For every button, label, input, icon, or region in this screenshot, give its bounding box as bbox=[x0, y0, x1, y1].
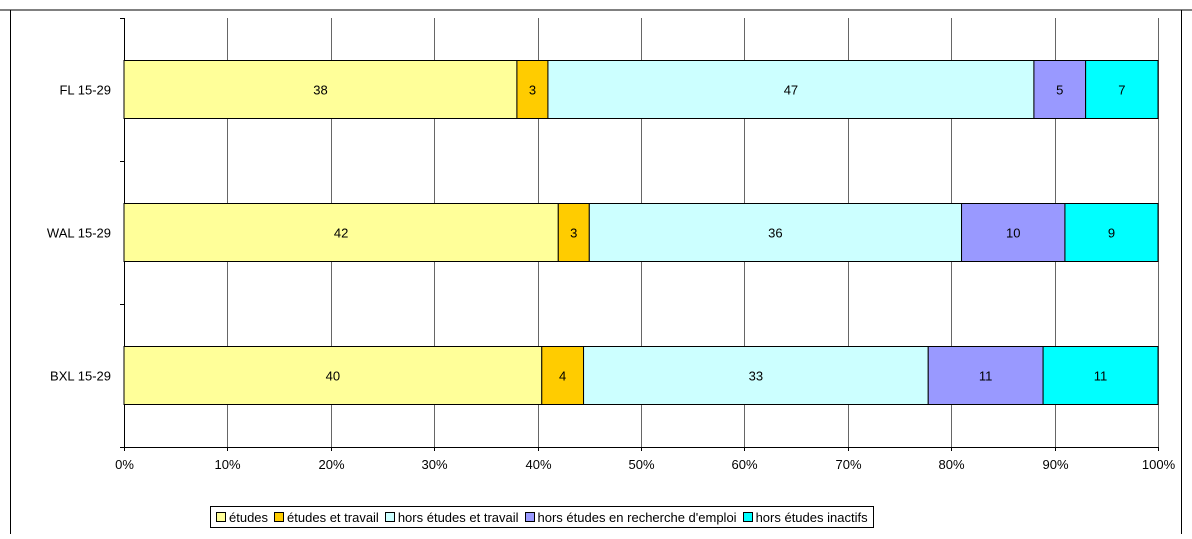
legend-swatch bbox=[524, 512, 535, 522]
x-tick-label: 90% bbox=[1042, 457, 1068, 472]
bar-segment-hors-tudes-et-travail bbox=[588, 203, 963, 262]
data-label: 33 bbox=[749, 369, 763, 384]
chart-legend: études études et travail hors études et tr… bbox=[210, 506, 874, 528]
data-label: 11 bbox=[979, 369, 993, 384]
category-label: BXL 15-29 bbox=[50, 369, 111, 384]
category-label: FL 15-29 bbox=[59, 83, 111, 98]
legend-swatch bbox=[274, 512, 285, 522]
bar-segment-hors-tudes-en-recherche-d-emploi bbox=[927, 346, 1044, 405]
bar-segment-tudes-et-travail bbox=[557, 203, 590, 262]
legend-label: études bbox=[229, 509, 269, 525]
bar-segment-hors-tudes-inactifs bbox=[1042, 346, 1159, 405]
bar-segment-hors-tudes-et-travail bbox=[547, 60, 1035, 119]
data-label: 9 bbox=[1108, 226, 1115, 241]
legend-swatch bbox=[384, 512, 395, 522]
x-tick-label: 100% bbox=[1142, 457, 1176, 472]
legend-label: hors études inactifs bbox=[755, 509, 868, 525]
x-tick-label: 30% bbox=[421, 457, 447, 472]
bar-segment-tudes-et-travail bbox=[516, 60, 549, 119]
data-label: 36 bbox=[768, 226, 782, 241]
x-tick-label: 40% bbox=[525, 457, 551, 472]
x-tick-label: 70% bbox=[835, 457, 861, 472]
data-label: 3 bbox=[570, 226, 577, 241]
data-label: 10 bbox=[1006, 226, 1020, 241]
data-label: 7 bbox=[1118, 83, 1125, 98]
data-label: 11 bbox=[1094, 369, 1108, 384]
x-tick-label: 50% bbox=[628, 457, 654, 472]
bar-segment-hors-tudes-en-recherche-d-emploi bbox=[1033, 60, 1087, 119]
data-label: 47 bbox=[784, 83, 798, 98]
legend-item-hors-tudes-et-travail: hors études et travail bbox=[384, 509, 519, 525]
bar-segment-tudes bbox=[123, 203, 559, 262]
bar-segment-hors-tudes-inactifs bbox=[1085, 60, 1159, 119]
legend-swatch bbox=[742, 512, 753, 522]
x-tick-label: 0% bbox=[115, 457, 134, 472]
legend-label: hors études en recherche d'emploi bbox=[537, 509, 737, 525]
x-tick-label: 60% bbox=[731, 457, 757, 472]
legend-swatch bbox=[216, 512, 226, 522]
bar-segment-hors-tudes-inactifs bbox=[1064, 203, 1159, 262]
data-label: 40 bbox=[326, 369, 340, 384]
x-tick-label: 10% bbox=[214, 457, 240, 472]
data-label: 42 bbox=[334, 226, 348, 241]
legend-item-tudes: études bbox=[216, 510, 268, 525]
bar-segment-hors-tudes-et-travail bbox=[583, 346, 929, 405]
data-label: 3 bbox=[529, 83, 536, 98]
x-tick-label: 80% bbox=[938, 457, 964, 472]
x-tick-label: 20% bbox=[318, 457, 344, 472]
category-label: WAL 15-29 bbox=[47, 226, 111, 241]
legend-label: hors études et travail bbox=[397, 509, 519, 525]
legend-item-hors-tudes-en-recherche-d-emploi: hors études en recherche d'emploi bbox=[524, 509, 737, 525]
data-label: 38 bbox=[313, 83, 327, 98]
legend-item-tudes-et-travail: études et travail bbox=[274, 510, 379, 525]
data-label: 4 bbox=[559, 369, 566, 384]
bar-segment-tudes bbox=[123, 346, 543, 405]
data-label: 5 bbox=[1056, 83, 1063, 98]
legend-label: études et travail bbox=[287, 509, 379, 525]
legend-item-hors-tudes-inactifs: hors études inactifs bbox=[742, 509, 868, 525]
